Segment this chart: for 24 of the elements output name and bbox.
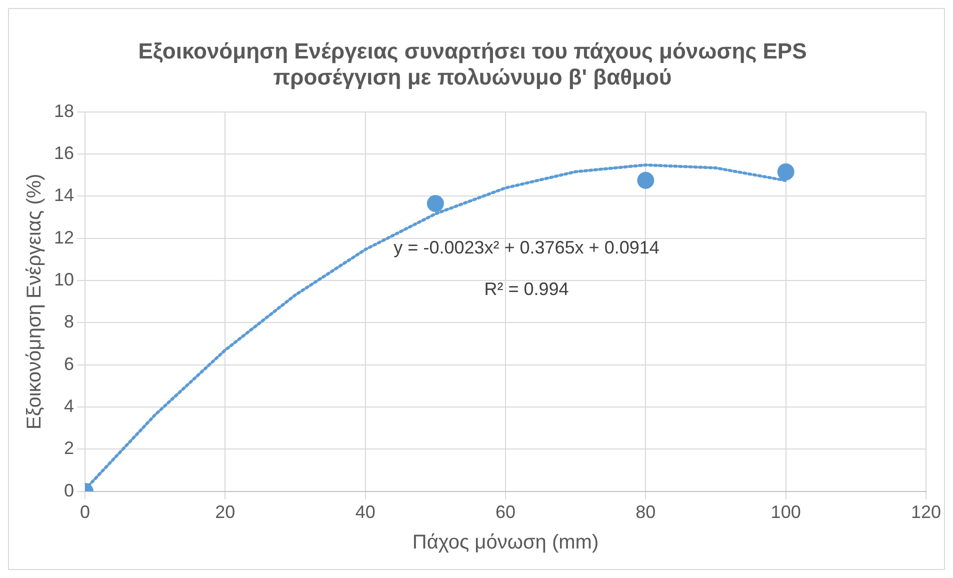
y-tick-label: 12: [54, 227, 74, 248]
y-tick-label: 16: [54, 142, 74, 163]
point: [777, 163, 794, 180]
x-tick-label: 100: [770, 502, 801, 522]
y-tick-label: 6: [64, 354, 74, 374]
x-tick-label: 80: [636, 502, 656, 522]
x-tick-label: 40: [355, 502, 376, 522]
annotation: R² = 0.994: [484, 279, 569, 300]
y-tick-label: 2: [64, 438, 74, 458]
x-axis-title: Πάχος μόνωση (mm): [412, 532, 599, 554]
x-tick-label: 120: [910, 502, 942, 522]
annotation: y = -0.0023x² + 0.3765x + 0.0914: [394, 237, 660, 258]
y-tick-label: 4: [64, 396, 74, 416]
y-tick-label: 18: [54, 100, 74, 121]
y-tick-label: 8: [64, 312, 74, 332]
y-tick-label: 0: [64, 480, 74, 500]
y-tick-label: 14: [54, 185, 74, 206]
x-tick-label: 60: [495, 502, 516, 522]
chart-title: Εξοικονόμηση Ενέργειας συναρτήσει του πάχους μόνωσης EPS προσέγγιση με πολυώνυμο β' βαθμού: [138, 38, 807, 90]
y-axis-title: Εξοικονόμηση Ενέργειας (%): [24, 174, 46, 430]
y-tick-label: 10: [54, 269, 74, 290]
point: [637, 172, 654, 189]
x-tick-label: 20: [215, 502, 236, 522]
x-tick-label: 0: [80, 502, 90, 522]
